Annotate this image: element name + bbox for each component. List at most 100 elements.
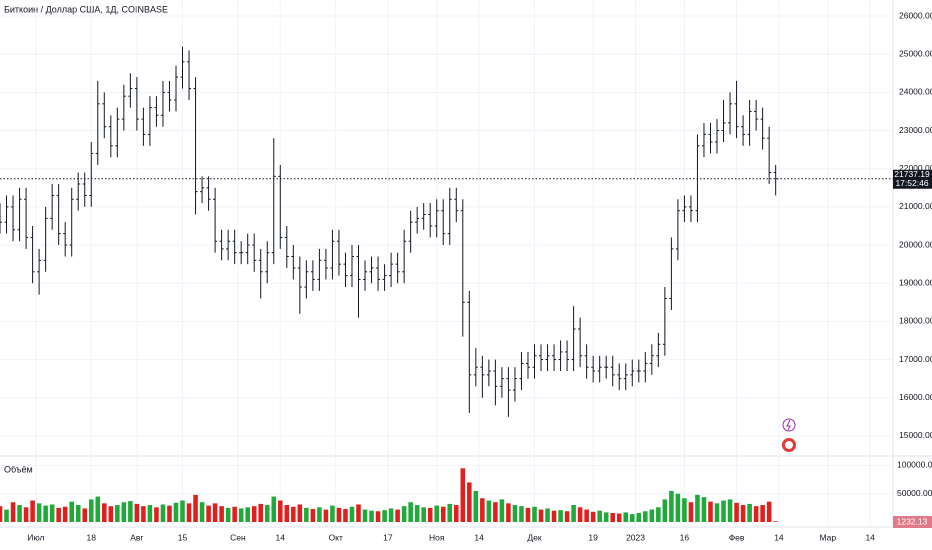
volume-bar	[577, 507, 583, 522]
volume-bar	[291, 506, 296, 522]
ohlc-bar	[434, 199, 439, 238]
x-tick-label: 14	[865, 532, 875, 542]
ohlc-bar	[767, 126, 772, 184]
volume-bar	[538, 509, 544, 522]
ohlc-bar	[356, 245, 361, 318]
volume-bar	[95, 496, 101, 522]
x-tick-label: 15	[178, 532, 188, 542]
volume-bar	[603, 512, 609, 522]
ohlc-bar	[180, 46, 185, 89]
last-price-label: 21737.19	[894, 169, 930, 179]
ohlc-bar	[539, 344, 544, 372]
volume-bar	[23, 507, 29, 522]
volume-bar	[760, 505, 765, 522]
volume-bar	[708, 501, 713, 522]
volume-bar	[766, 501, 772, 522]
volume-bar	[773, 521, 778, 522]
volume-bar	[180, 500, 185, 522]
ohlc-bar	[512, 367, 517, 402]
volume-bar	[610, 512, 615, 522]
flag-glyph	[785, 441, 793, 449]
ohlc-bar	[662, 287, 667, 356]
volume-bar	[395, 509, 400, 522]
x-tick-label: Ноя	[429, 532, 445, 542]
volume-bar	[532, 506, 537, 522]
ohlc-bar	[675, 199, 680, 261]
volume-bar	[434, 505, 440, 522]
x-tick-label: Окт	[329, 532, 343, 542]
volume-bar	[421, 507, 426, 522]
volume-bar	[30, 500, 35, 522]
volume-bar	[349, 506, 355, 522]
volume-bar	[493, 502, 498, 522]
volume-bar	[656, 507, 661, 522]
volume-bar	[278, 500, 283, 522]
ohlc-bar	[558, 340, 563, 372]
volume-bar	[669, 490, 674, 522]
volume-bar	[408, 502, 413, 522]
ohlc-bar	[291, 245, 296, 280]
ohlc-bar	[747, 100, 752, 146]
ohlc-bar	[50, 183, 55, 230]
ohlc-bar	[167, 80, 172, 112]
x-tick-label: Дек	[527, 532, 541, 542]
volume-bar	[401, 506, 407, 522]
ohlc-bar	[128, 73, 133, 108]
ohlc-bar	[43, 206, 48, 272]
volume-bar	[447, 503, 453, 522]
volume-bar	[369, 510, 374, 522]
ohlc-bar	[265, 241, 270, 284]
ohlc-bar	[37, 248, 42, 295]
y-tick-label: 16000.00	[899, 392, 932, 402]
ohlc-bar	[715, 119, 720, 154]
x-tick-label: Авг	[130, 532, 143, 542]
volume-bar	[330, 505, 335, 522]
ohlc-bar	[89, 141, 94, 207]
volume-bar	[551, 510, 557, 522]
volume-bar	[753, 506, 759, 522]
ohlc-bar	[545, 344, 550, 372]
volume-bar	[304, 507, 309, 522]
volume-bar	[506, 503, 511, 522]
volume-bar	[460, 468, 466, 522]
ohlc-bar	[239, 241, 244, 265]
ohlc-bar	[584, 344, 589, 379]
ohlc-bar	[102, 92, 107, 139]
ohlc-bar	[428, 203, 433, 238]
volume-bar	[128, 501, 133, 522]
volume-bar	[375, 511, 381, 522]
volume-bar	[675, 493, 681, 522]
volume-bar	[414, 505, 420, 522]
ohlc-bar	[552, 344, 557, 372]
volume-bar	[245, 507, 250, 522]
volume-bar	[62, 506, 68, 522]
ohlc-bar	[258, 248, 263, 299]
volume-bar	[232, 506, 237, 522]
ohlc-bar	[728, 92, 733, 135]
volume-bar	[727, 499, 733, 522]
volume-tick-label: 50000.00	[897, 488, 932, 498]
ohlc-bar	[636, 359, 641, 383]
ohlc-bar	[454, 187, 459, 223]
ohlc-bar	[721, 100, 726, 142]
lightning-icon[interactable]	[782, 418, 796, 432]
x-tick-label: 18	[87, 532, 97, 542]
ohlc-bar	[317, 248, 322, 291]
ohlc-bar	[382, 264, 387, 291]
volume-bar	[258, 503, 264, 522]
volume-bar	[643, 511, 648, 522]
ohlc-bar	[734, 80, 739, 139]
ohlc-bar	[323, 248, 328, 280]
volume-bar	[271, 496, 277, 522]
volume-bar	[440, 506, 446, 522]
ohlc-bar	[571, 306, 576, 372]
volume-bar	[193, 494, 198, 522]
volume-bar	[616, 513, 622, 522]
ohlc-bar	[219, 229, 224, 261]
y-tick-label: 22000.00	[899, 163, 932, 173]
ohlc-bar	[415, 206, 420, 234]
volume-bar	[558, 510, 563, 522]
ohlc-bar	[310, 260, 315, 291]
volume-bar	[167, 505, 172, 522]
ohlc-bar	[389, 252, 394, 288]
